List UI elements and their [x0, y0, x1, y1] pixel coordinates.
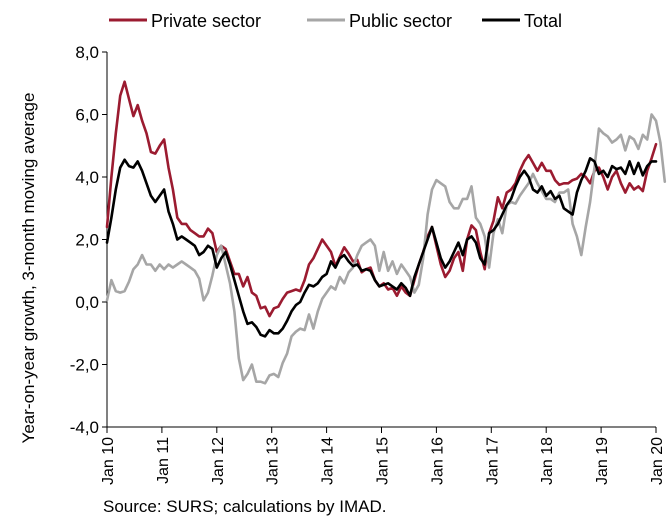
series-layer [105, 80, 667, 385]
series-line-total [105, 157, 658, 338]
y-tick-label: -4,0 [70, 418, 99, 437]
legend-item-public-sector: Public sector [307, 11, 452, 31]
y-axis: -4,0 -2,0 0,0 2,0 4,0 6,0 8,0 [70, 43, 108, 437]
y-axis-title-group: Year-on-year growth, 3-month moving aver… [19, 93, 38, 444]
y-tick-label: 4,0 [75, 168, 99, 187]
legend-item-private-sector: Private sector [109, 11, 261, 31]
x-tick-label: Jan 17 [484, 437, 501, 485]
y-tick-label: 0,0 [75, 293, 99, 312]
x-tick-label: Jan 20 [649, 437, 666, 485]
series-line-public-sector [105, 113, 667, 385]
legend-label: Total [524, 11, 562, 31]
y-tick-label: 8,0 [75, 43, 99, 62]
series-line-private-sector [105, 80, 658, 318]
y-tick-label: 6,0 [75, 106, 99, 125]
y-tick-label: 2,0 [75, 231, 99, 250]
x-tick-label: Jan 15 [375, 437, 392, 485]
y-tick-label: -2,0 [70, 356, 99, 375]
x-axis: Jan 10 Jan 11 Jan 12 Jan 13 Jan 14 Jan 15 Jan … [100, 426, 666, 485]
source-note: Source: SURS; calculations by IMAD. [103, 497, 386, 516]
x-tick-label: Jan 14 [320, 437, 337, 485]
legend: Private sector Public sector Total [109, 11, 562, 31]
x-tick-label: Jan 18 [539, 437, 556, 485]
x-tick-label: Jan 11 [155, 437, 172, 484]
legend-label: Public sector [349, 11, 452, 31]
legend-item-total: Total [482, 11, 562, 31]
x-tick-label: Jan 10 [100, 437, 117, 485]
y-axis-title: Year-on-year growth, 3-month moving aver… [19, 93, 38, 444]
x-tick-label: Jan 13 [265, 437, 282, 485]
legend-label: Private sector [151, 11, 261, 31]
x-tick-label: Jan 12 [210, 437, 227, 485]
x-tick-label: Jan 16 [429, 437, 446, 485]
x-tick-label: Jan 19 [594, 437, 611, 485]
